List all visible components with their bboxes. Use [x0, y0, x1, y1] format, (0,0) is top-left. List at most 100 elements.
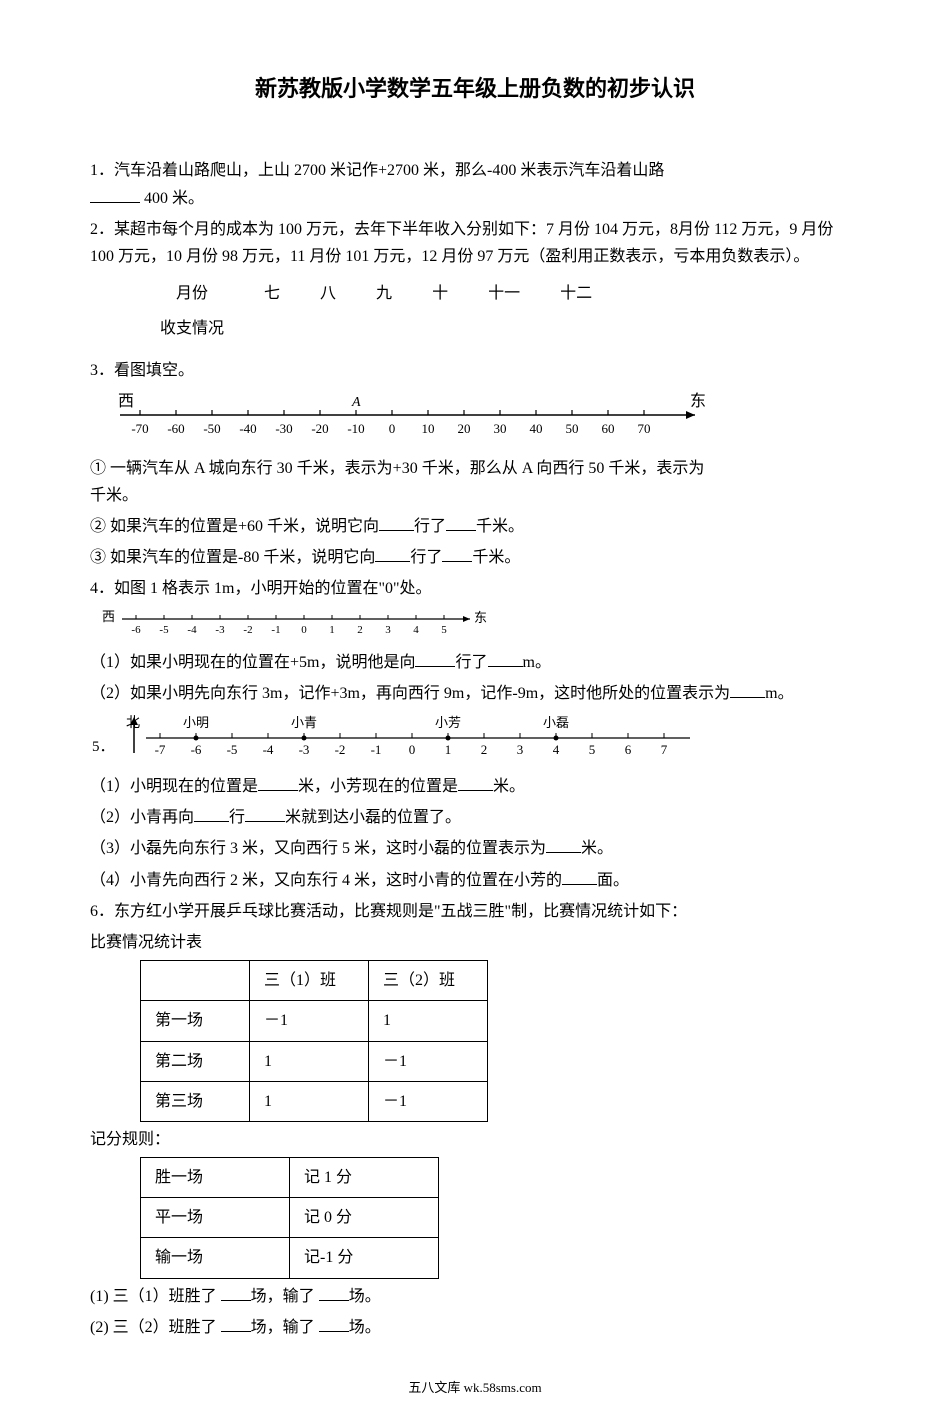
q2-h1: 七: [244, 276, 300, 311]
q5-s3b: 米。: [581, 840, 613, 857]
q6-s1: (1) 三（1）班胜了 场，输了 场。: [90, 1283, 860, 1310]
q4-number-line: 西 东 -6-5-4-3-2-1012345: [100, 609, 860, 639]
svg-text:-10: -10: [347, 421, 364, 436]
cell: 1: [250, 1081, 369, 1121]
q6-s1-blank2: [319, 1284, 349, 1301]
q3-s1-text: ① 一辆汽车从 A 城向东行 30 千米，表示为+30 千米，那么从 A 向西行…: [90, 460, 704, 477]
svg-text:-1: -1: [371, 742, 382, 757]
q5-s2: （2）小青再向 行 米就到达小磊的位置了。: [90, 804, 860, 831]
svg-text:20: 20: [458, 421, 471, 436]
cell: 记 1 分: [290, 1158, 439, 1198]
page-title: 新苏教版小学数学五年级上册负数的初步认识: [90, 70, 860, 107]
svg-text:0: 0: [389, 421, 396, 436]
q2-h3: 九: [356, 276, 412, 311]
table-row: 第三场 1 －1: [141, 1081, 488, 1121]
svg-text:-20: -20: [311, 421, 328, 436]
q3-s3b: 行了: [410, 549, 442, 566]
q6-rules-table: 胜一场 记 1 分 平一场 记 0 分 输一场 记-1 分: [140, 1157, 439, 1279]
q5-s3: （3）小磊先向东行 3 米，又向西行 5 米，这时小磊的位置表示为 米。: [90, 835, 860, 862]
svg-text:小青: 小青: [291, 715, 317, 730]
q4-s1c: m。: [523, 654, 551, 671]
q4-s2-blank: [730, 681, 765, 698]
svg-text:-60: -60: [167, 421, 184, 436]
svg-text:-2: -2: [243, 624, 252, 636]
svg-text:-4: -4: [187, 624, 197, 636]
svg-text:小磊: 小磊: [543, 715, 569, 730]
q3-s2-blank2: [446, 514, 476, 531]
q5-s2-blank1: [194, 805, 229, 822]
svg-text:40: 40: [530, 421, 543, 436]
svg-text:-50: -50: [203, 421, 220, 436]
svg-text:7: 7: [661, 742, 668, 757]
table-row: 胜一场 记 1 分: [141, 1158, 439, 1198]
cell: －1: [250, 1001, 369, 1041]
q5-s2c: 米就到达小磊的位置了。: [285, 809, 461, 826]
q5-s2a: （2）小青再向: [90, 809, 194, 826]
svg-text:3: 3: [385, 624, 391, 636]
q4-s2: （2）如果小明先向东行 3m，记作+3m，再向西行 9m，记作-9m，这时他所处…: [90, 680, 860, 707]
cell: 平一场: [141, 1198, 290, 1238]
svg-text:5: 5: [589, 742, 596, 757]
cell: 1: [250, 1041, 369, 1081]
svg-text:小芳: 小芳: [435, 715, 461, 730]
q5-s2b: 行: [229, 809, 245, 826]
q3-s3c: 千米。: [472, 549, 520, 566]
q6-title: 6．东方红小学开展乒乓球比赛活动，比赛规则是"五战三胜"制，比赛情况统计如下：: [90, 898, 860, 925]
q4-s2b: m。: [765, 685, 793, 702]
svg-text:5: 5: [441, 624, 447, 636]
table-row: 第二场 1 －1: [141, 1041, 488, 1081]
q6-col2: 三（2）班: [369, 961, 488, 1001]
q2-header-row: 月份 七 八 九 十 十一 十二: [140, 276, 612, 311]
svg-text:2: 2: [481, 742, 488, 757]
q4-s1-blank2: [488, 650, 523, 667]
q3-s2b: 行了: [414, 518, 446, 535]
svg-text:-7: -7: [155, 742, 166, 757]
cell: 第一场: [141, 1001, 250, 1041]
svg-text:4: 4: [553, 742, 560, 757]
q5-s4b: 面。: [597, 872, 629, 889]
q4-s1: （1）如果小明现在的位置在+5m，说明他是向行了m。: [90, 649, 860, 676]
cell: 记 0 分: [290, 1198, 439, 1238]
q3-s2c: 千米。: [476, 518, 524, 535]
q4-west: 西: [102, 609, 115, 624]
q3-s2-blank1: [379, 514, 414, 531]
table-row: 第一场 －1 1: [141, 1001, 488, 1041]
svg-text:-1: -1: [271, 624, 280, 636]
q5-s1a: （1）小明现在的位置是: [90, 778, 258, 795]
q4-east: 东: [474, 610, 487, 625]
svg-text:2: 2: [357, 624, 363, 636]
q2-h0: 月份: [140, 276, 244, 311]
cell: 胜一场: [141, 1158, 290, 1198]
svg-text:30: 30: [494, 421, 507, 436]
q3-s3-blank2: [442, 545, 472, 562]
q3-s2a: ② 如果汽车的位置是+60 千米，说明它向: [90, 518, 379, 535]
q3-number-line: 西 东 A -70-60-50-40-30-20-100102030405060…: [100, 390, 860, 445]
q3-s1-suffix: 千米。: [90, 487, 138, 504]
q4-s1a: （1）如果小明现在的位置在+5m，说明他是向: [90, 654, 415, 671]
q6-s1a: (1) 三（1）班胜了: [90, 1288, 221, 1305]
cell: 记-1 分: [290, 1238, 439, 1278]
q5-number-line: 5． 北 -7-6-5-4-3-2-101234567 小明小青小芳小磊: [90, 713, 860, 763]
q6-s2c: 场。: [349, 1319, 381, 1336]
q6-stats-table: 三（1）班 三（2）班 第一场 －1 1 第二场 1 －1 第三场 1 －1: [140, 960, 488, 1122]
q3-s3: ③ 如果汽车的位置是-80 千米，说明它向行了千米。: [90, 544, 860, 571]
svg-text:0: 0: [409, 742, 416, 757]
table-row: 三（1）班 三（2）班: [141, 961, 488, 1001]
q5-s4-blank: [562, 868, 597, 885]
q5-s1: （1）小明现在的位置是米，小芳现在的位置是米。: [90, 773, 860, 800]
q3-s2: ② 如果汽车的位置是+60 千米，说明它向 行了 千米。: [90, 513, 860, 540]
q5-prefix: 5．: [92, 739, 115, 755]
q6-s1b: 场，输了: [251, 1288, 319, 1305]
svg-text:-40: -40: [239, 421, 256, 436]
q5-s1b: 米，小芳现在的位置是: [298, 778, 458, 795]
q6-s2: (2) 三（2）班胜了 场，输了 场。: [90, 1314, 860, 1341]
q4-title: 4．如图 1 格表示 1m，小明开始的位置在"0"处。: [90, 575, 860, 602]
q5-s3a: （3）小磊先向东行 3 米，又向西行 5 米，这时小磊的位置表示为: [90, 840, 546, 857]
svg-text:-5: -5: [159, 624, 169, 636]
question-1: 1．汽车沿着山路爬山，上山 2700 米记作+2700 米，那么-400 米表示…: [90, 157, 860, 211]
q5-s3-blank: [546, 836, 581, 853]
q2-h6: 十二: [540, 276, 612, 311]
q4-s1-blank1: [415, 650, 455, 667]
svg-text:6: 6: [625, 742, 632, 757]
q2-table: 月份 七 八 九 十 十一 十二 收支情况: [140, 276, 612, 346]
